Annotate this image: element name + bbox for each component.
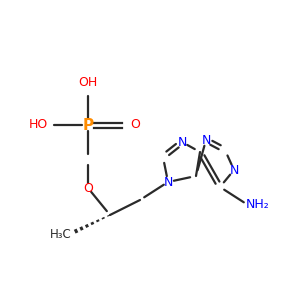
Text: N: N xyxy=(163,176,173,188)
Text: O: O xyxy=(83,182,93,194)
Text: HO: HO xyxy=(28,118,48,131)
Text: H₃C: H₃C xyxy=(50,227,72,241)
Text: NH₂: NH₂ xyxy=(246,199,270,212)
Text: N: N xyxy=(177,136,187,148)
Text: N: N xyxy=(201,134,211,146)
Text: N: N xyxy=(229,164,239,176)
Text: OH: OH xyxy=(78,76,98,89)
Text: P: P xyxy=(82,118,94,133)
Text: O: O xyxy=(130,118,140,131)
